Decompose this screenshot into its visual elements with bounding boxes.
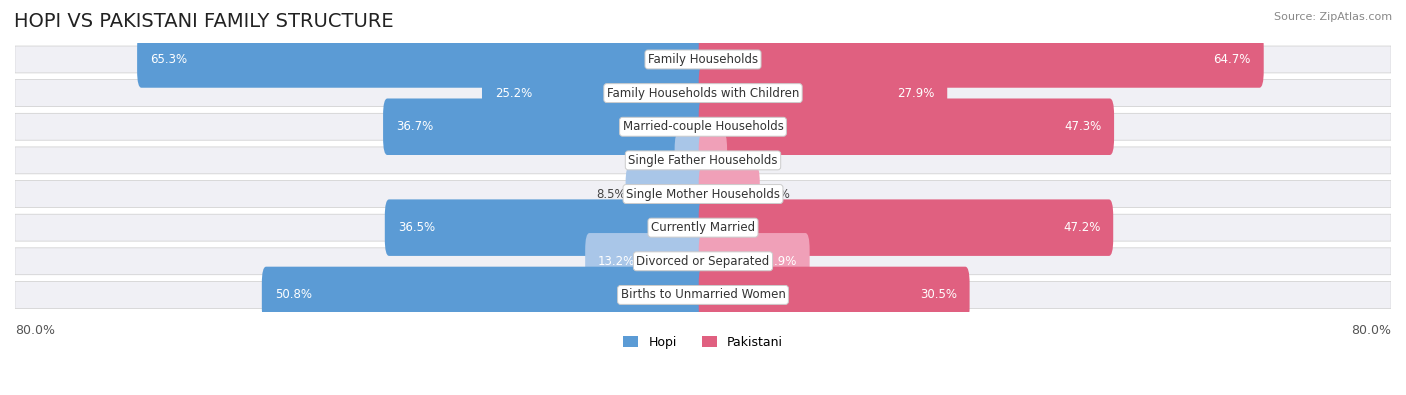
Text: 36.5%: 36.5%	[398, 221, 434, 234]
FancyBboxPatch shape	[15, 214, 1391, 241]
Legend: Hopi, Pakistani: Hopi, Pakistani	[619, 331, 787, 354]
FancyBboxPatch shape	[15, 282, 1391, 308]
FancyBboxPatch shape	[482, 65, 707, 121]
FancyBboxPatch shape	[15, 46, 1391, 73]
Text: Currently Married: Currently Married	[651, 221, 755, 234]
Text: 2.8%: 2.8%	[645, 154, 675, 167]
Text: Single Father Households: Single Father Households	[628, 154, 778, 167]
Text: 50.8%: 50.8%	[274, 288, 312, 301]
FancyBboxPatch shape	[382, 98, 707, 155]
Text: Family Households: Family Households	[648, 53, 758, 66]
Text: Married-couple Households: Married-couple Households	[623, 120, 783, 133]
Text: Births to Unmarried Women: Births to Unmarried Women	[620, 288, 786, 301]
FancyBboxPatch shape	[699, 31, 1264, 88]
FancyBboxPatch shape	[699, 65, 948, 121]
FancyBboxPatch shape	[675, 132, 707, 189]
Text: 47.3%: 47.3%	[1064, 120, 1101, 133]
Text: 30.5%: 30.5%	[920, 288, 956, 301]
FancyBboxPatch shape	[15, 181, 1391, 207]
FancyBboxPatch shape	[15, 147, 1391, 174]
Text: 80.0%: 80.0%	[1351, 324, 1391, 337]
Text: Source: ZipAtlas.com: Source: ZipAtlas.com	[1274, 12, 1392, 22]
Text: 80.0%: 80.0%	[15, 324, 55, 337]
Text: 11.9%: 11.9%	[759, 255, 797, 268]
Text: HOPI VS PAKISTANI FAMILY STRUCTURE: HOPI VS PAKISTANI FAMILY STRUCTURE	[14, 12, 394, 31]
FancyBboxPatch shape	[138, 31, 707, 88]
Text: 64.7%: 64.7%	[1213, 53, 1251, 66]
FancyBboxPatch shape	[699, 98, 1114, 155]
FancyBboxPatch shape	[699, 132, 727, 189]
FancyBboxPatch shape	[699, 199, 1114, 256]
Text: 27.9%: 27.9%	[897, 87, 935, 100]
Text: Single Mother Households: Single Mother Households	[626, 188, 780, 201]
FancyBboxPatch shape	[699, 166, 759, 222]
FancyBboxPatch shape	[15, 80, 1391, 107]
Text: 2.3%: 2.3%	[727, 154, 756, 167]
Text: 6.1%: 6.1%	[759, 188, 790, 201]
Text: 13.2%: 13.2%	[598, 255, 636, 268]
Text: 8.5%: 8.5%	[596, 188, 626, 201]
FancyBboxPatch shape	[626, 166, 707, 222]
Text: 65.3%: 65.3%	[150, 53, 187, 66]
FancyBboxPatch shape	[385, 199, 707, 256]
FancyBboxPatch shape	[15, 113, 1391, 140]
Text: 47.2%: 47.2%	[1063, 221, 1101, 234]
FancyBboxPatch shape	[262, 267, 707, 323]
FancyBboxPatch shape	[699, 233, 810, 290]
Text: 25.2%: 25.2%	[495, 87, 531, 100]
Text: Family Households with Children: Family Households with Children	[607, 87, 799, 100]
FancyBboxPatch shape	[699, 267, 970, 323]
Text: Divorced or Separated: Divorced or Separated	[637, 255, 769, 268]
FancyBboxPatch shape	[585, 233, 707, 290]
FancyBboxPatch shape	[15, 248, 1391, 275]
Text: 36.7%: 36.7%	[396, 120, 433, 133]
